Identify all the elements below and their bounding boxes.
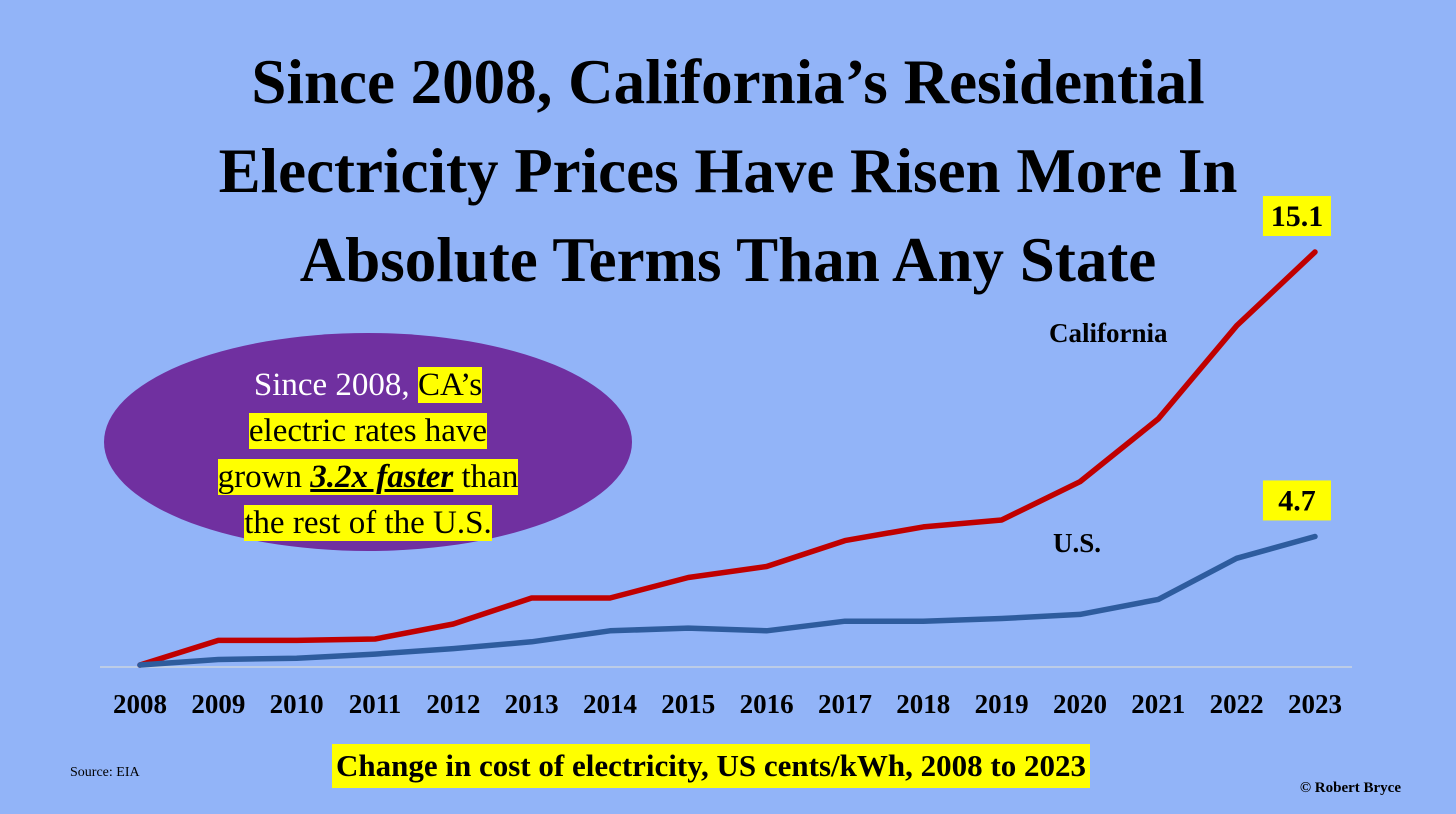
- end-label-california: 15.1: [1271, 200, 1324, 233]
- series-label-us: U.S.: [1053, 528, 1101, 558]
- x-tick-label-2019: 2019: [975, 689, 1029, 719]
- x-tick-label-2017: 2017: [818, 689, 872, 719]
- end-label-us: 4.7: [1278, 484, 1316, 517]
- x-tick-label-2008: 2008: [113, 689, 167, 719]
- x-tick-label-2011: 2011: [349, 689, 402, 719]
- callout-highlight-3a: grown: [217, 459, 311, 495]
- x-tick-label-2023: 2023: [1288, 689, 1342, 719]
- x-tick-label-2020: 2020: [1053, 689, 1107, 719]
- x-tick-label-2009: 2009: [191, 689, 245, 719]
- copyright-note: © Robert Bryce: [1299, 780, 1401, 796]
- x-tick-label-2022: 2022: [1210, 689, 1264, 719]
- end-label-bg-california: [1262, 196, 1331, 236]
- callout-text: Since 2008, CA’s electric rates have gro…: [104, 362, 632, 546]
- series-label-california: California: [1049, 318, 1168, 348]
- x-tick-label-2012: 2012: [426, 689, 480, 719]
- source-note: Source: EIA: [70, 765, 140, 780]
- callout-highlight-3b: than: [453, 459, 519, 495]
- callout-highlight-4: the rest of the U.S.: [244, 505, 492, 541]
- title-line-2: Electricity Prices Have Risen More In: [218, 136, 1238, 206]
- x-tick-label-2018: 2018: [896, 689, 950, 719]
- title-line-1: Since 2008, California’s Residential: [251, 47, 1205, 117]
- x-tick-label-2016: 2016: [740, 689, 794, 719]
- callout-prefix: Since 2008,: [253, 367, 418, 403]
- x-tick-label-2013: 2013: [505, 689, 559, 719]
- x-tick-label-2021: 2021: [1131, 689, 1185, 719]
- series-line-us: [137, 533, 1318, 668]
- chart-title: Since 2008, California’s Residential Ele…: [0, 38, 1456, 305]
- end-label-bg-us: [1262, 480, 1331, 521]
- series-line-california: [137, 249, 1318, 668]
- chart-caption: Change in cost of electricity, US cents/…: [332, 744, 1090, 788]
- x-tick-label-2015: 2015: [661, 689, 715, 719]
- callout-highlight-2: electric rates have: [248, 413, 488, 449]
- callout-emphasis: 3.2x faster: [310, 459, 454, 495]
- x-tick-label-2010: 2010: [270, 689, 324, 719]
- title-line-3: Absolute Terms Than Any State: [299, 225, 1157, 295]
- x-tick-label-2014: 2014: [583, 689, 637, 719]
- callout-highlight-1: CA’s: [417, 367, 483, 403]
